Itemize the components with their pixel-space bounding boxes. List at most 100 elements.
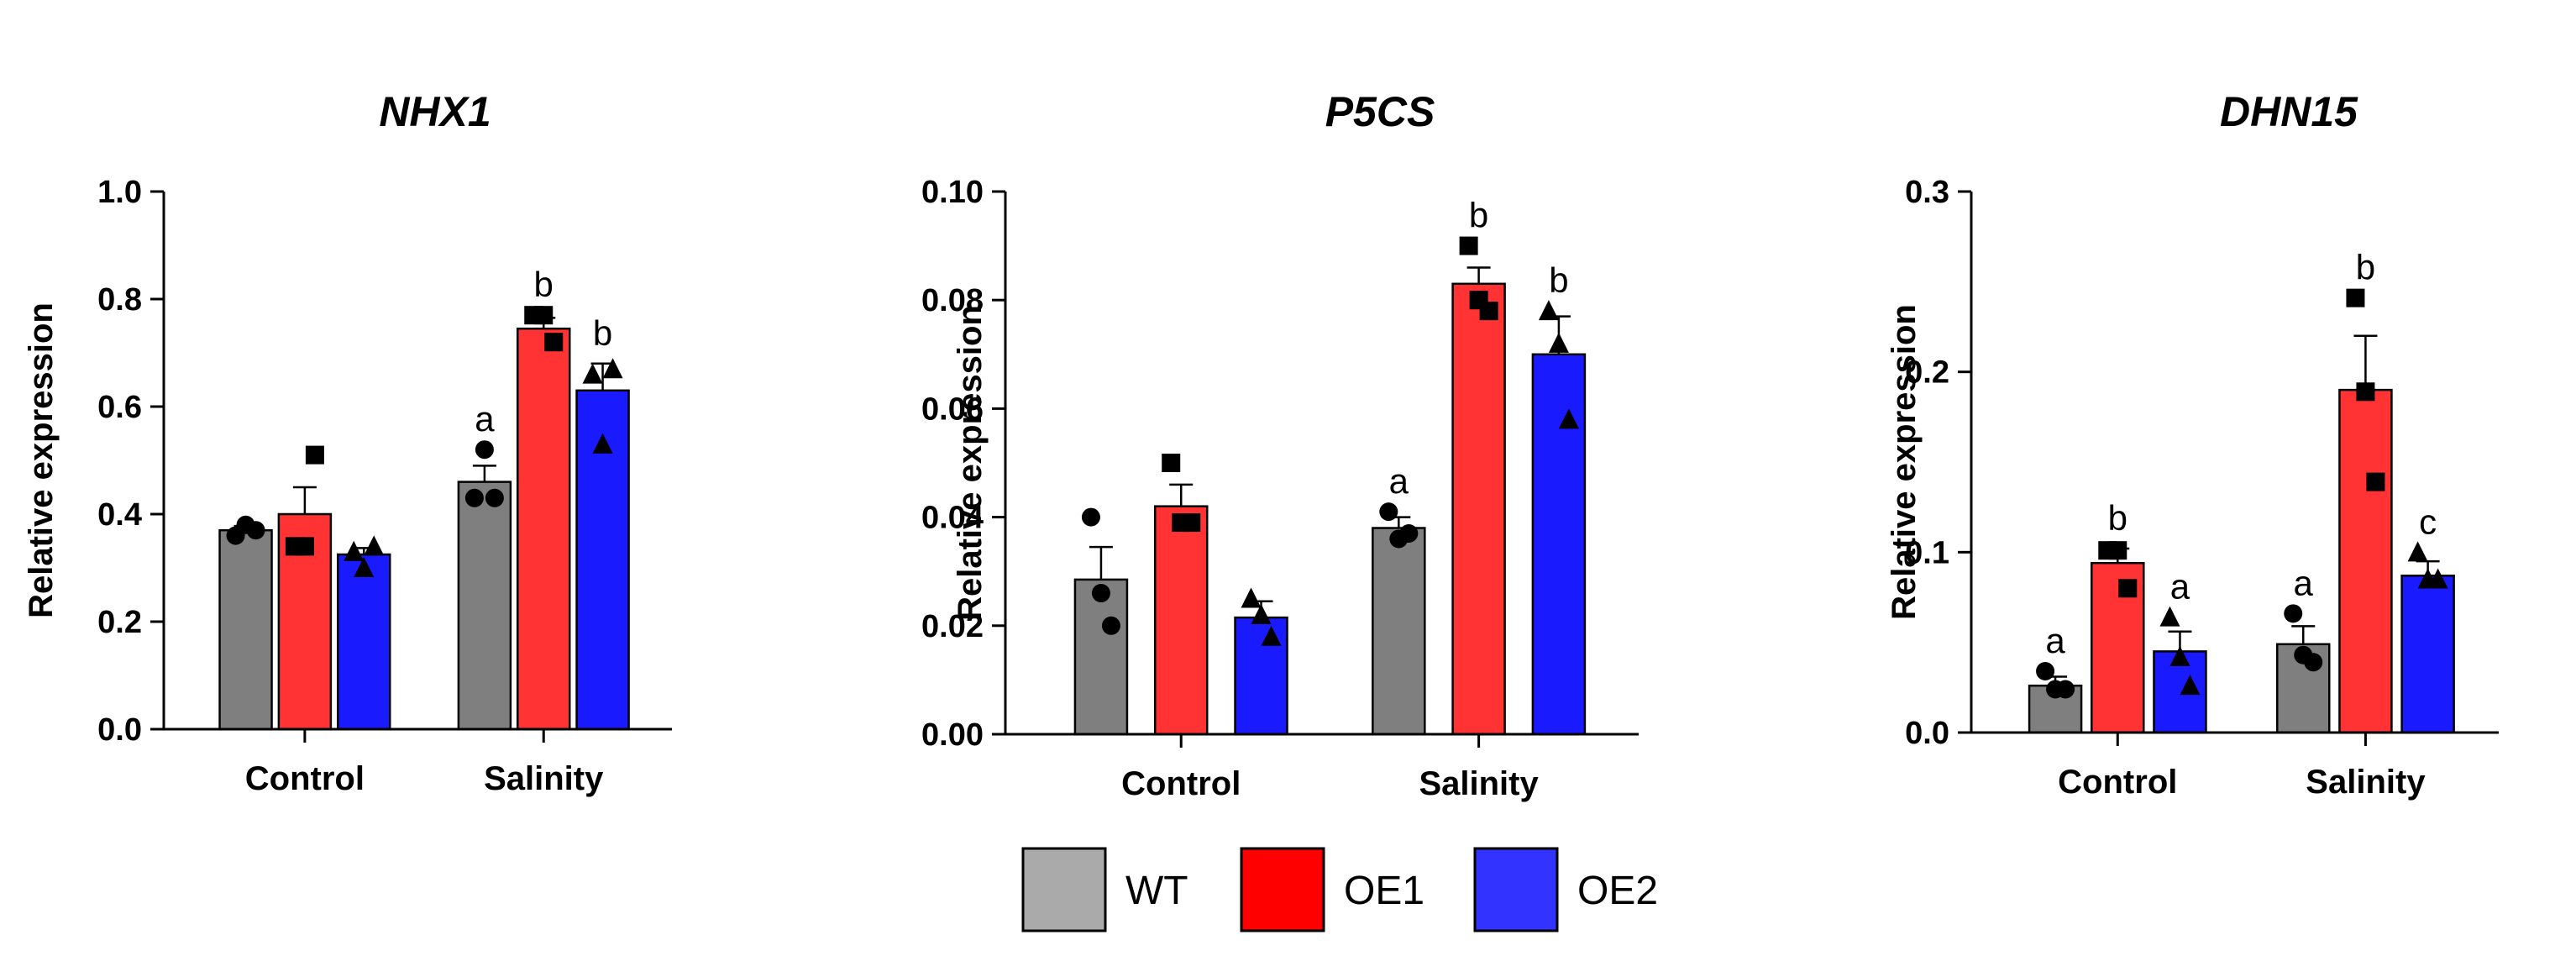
y-tick-label: 0.10	[921, 175, 984, 210]
data-point	[2180, 675, 2201, 696]
panel-title: P5CS	[1325, 88, 1435, 135]
data-point	[534, 306, 553, 325]
panel-title: DHN15	[2220, 88, 2358, 135]
y-tick-label: 0.04	[921, 501, 984, 536]
panel-title: NHX1	[379, 88, 491, 135]
data-point	[1081, 507, 1100, 527]
data-point	[2427, 568, 2448, 589]
data-point	[344, 540, 365, 561]
legend: WT OE1 OE2	[1021, 847, 1658, 932]
significance-label: a	[2170, 567, 2190, 607]
y-axis-label: Relative expression	[952, 305, 989, 621]
significance-label: b	[2108, 498, 2127, 538]
data-point	[485, 488, 504, 507]
y-axis-label: Relative expression	[23, 302, 60, 618]
data-point	[1241, 587, 1262, 608]
data-point	[602, 358, 623, 379]
significance-label: a	[2294, 563, 2314, 602]
data-point	[2356, 382, 2375, 402]
data-point	[1261, 625, 1282, 646]
data-point	[2056, 680, 2075, 699]
data-point	[544, 333, 564, 352]
significance-label: b	[593, 313, 612, 353]
y-tick-label: 0.1	[1905, 535, 1949, 570]
panel-dhn15: DHN15 Relative expression 0.0 0.1 0.2 0.3 a b a C…	[1886, 88, 2499, 801]
significance-label: b	[534, 265, 553, 304]
data-point	[2169, 645, 2190, 666]
bar-oe1-salinity	[2338, 388, 2393, 734]
bar-oe1-salinity	[1451, 282, 1506, 736]
x-category-label: Salinity	[1419, 765, 1539, 802]
data-point	[295, 537, 314, 556]
data-point	[1162, 454, 1181, 472]
legend-swatch-oe2	[1473, 847, 1559, 932]
legend-label-oe1: OE1	[1344, 869, 1424, 913]
legend-label-oe2: OE2	[1577, 869, 1658, 913]
legend-label-wt: WT	[1125, 869, 1188, 913]
chart-panels: NHX1 Relative expression 0.0 0.2 0.4 0.6 0.8 1.…	[23, 88, 2499, 802]
data-point	[1101, 616, 1120, 635]
data-point	[2407, 541, 2428, 562]
significance-label: c	[2419, 502, 2437, 541]
y-tick-label: 1.0	[97, 175, 142, 210]
significance-label: a	[1389, 461, 1409, 501]
significance-label: b	[1549, 260, 1568, 300]
y-tick-label: 0.00	[921, 717, 984, 753]
data-point	[2346, 288, 2365, 307]
x-category-label: Control	[1121, 765, 1241, 802]
data-point	[1379, 502, 1398, 522]
data-point	[1548, 332, 1569, 353]
bar-oe1-control	[1153, 505, 1209, 736]
y-tick-label: 0.02	[921, 609, 984, 644]
y-tick-label: 0.6	[97, 390, 142, 425]
y-axis-label: Relative expression	[1886, 304, 1923, 620]
panel-p5cs: P5CS Relative expression 0.00 0.02 0.04 0.06 0…	[921, 88, 1639, 802]
significance-label: b	[1469, 196, 1488, 235]
bar-oe2-control	[336, 553, 391, 731]
y-tick-label: 0.06	[921, 391, 984, 427]
bar-oe2-control	[1234, 616, 1288, 736]
y-tick-label: 0.8	[97, 282, 142, 318]
bar-wt-control	[1073, 578, 1129, 736]
significance-label: b	[2356, 248, 2375, 287]
y-tick-label: 0.08	[921, 283, 984, 318]
data-point	[2108, 541, 2127, 560]
data-point	[2159, 606, 2180, 627]
data-point	[464, 488, 484, 507]
data-point	[354, 557, 375, 577]
y-tick-label: 0.4	[97, 497, 142, 533]
data-point	[2118, 579, 2138, 598]
data-point	[592, 433, 613, 454]
bar-wt-control	[218, 528, 273, 731]
data-point	[1459, 236, 1478, 255]
data-point	[2036, 662, 2055, 681]
data-point	[1182, 513, 1201, 533]
data-point	[305, 445, 324, 465]
data-point	[1558, 408, 1579, 429]
data-point	[582, 363, 603, 384]
data-point	[475, 440, 494, 460]
data-point	[1251, 603, 1272, 624]
data-point	[2304, 653, 2323, 672]
bar-wt-salinity	[1372, 527, 1426, 736]
y-tick-label: 0.0	[1905, 716, 1949, 751]
y-tick-label: 0.3	[1905, 175, 1949, 210]
y-tick-label: 0.2	[97, 605, 142, 640]
data-point	[1399, 523, 1419, 543]
x-category-label: Salinity	[2306, 764, 2426, 801]
significance-label: a	[475, 399, 495, 439]
legend-swatch-wt	[1021, 847, 1107, 932]
y-tick-label: 0.0	[97, 712, 142, 748]
bar-oe1-salinity	[516, 327, 571, 731]
data-point	[2366, 472, 2385, 491]
significance-label: a	[2045, 621, 2065, 660]
bar-wt-salinity	[457, 481, 512, 731]
panel-nhx1: NHX1 Relative expression 0.0 0.2 0.4 0.6 0.8 1.…	[23, 88, 672, 797]
x-category-label: Control	[2058, 764, 2177, 801]
data-point	[2284, 604, 2303, 623]
y-tick-label: 0.2	[1905, 355, 1949, 391]
bar-oe2-salinity	[1531, 353, 1587, 736]
legend-swatch-oe1	[1240, 847, 1325, 932]
data-point	[1479, 302, 1498, 321]
